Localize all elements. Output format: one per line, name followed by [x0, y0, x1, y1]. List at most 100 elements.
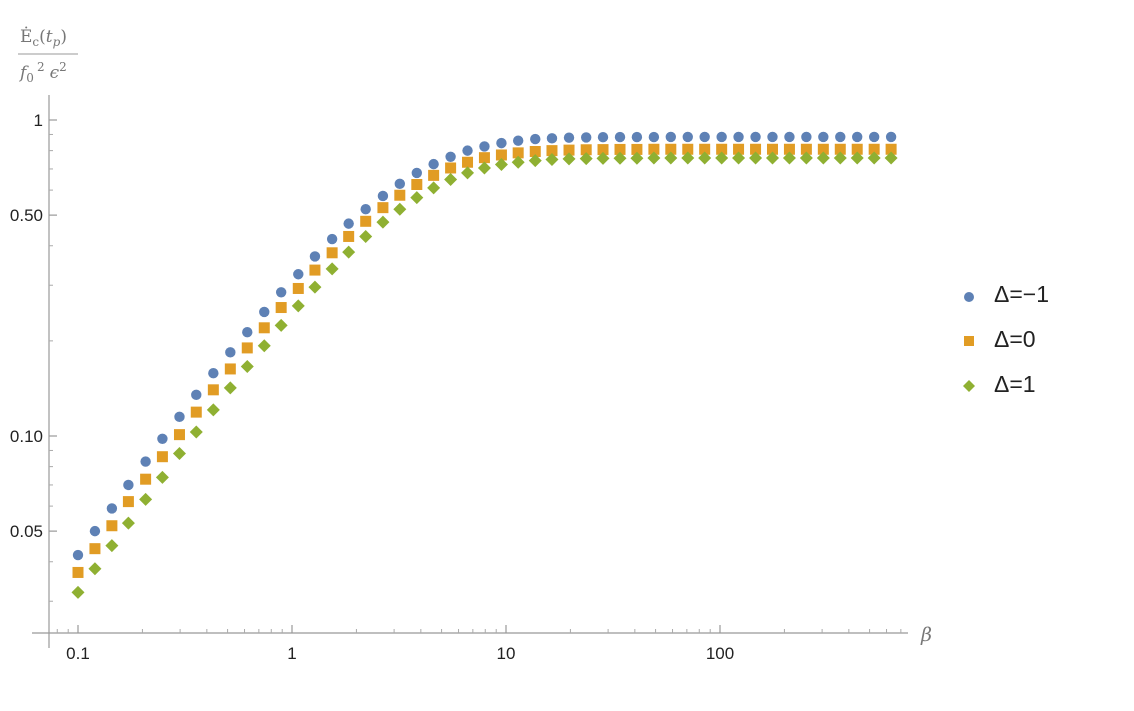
data-point-circle [885, 131, 897, 143]
y-tick-label: 0.05 [10, 522, 43, 541]
data-point-circle [614, 131, 626, 143]
legend: Δ=−1 Δ=0 Δ=1 [963, 281, 1049, 397]
data-point-square [207, 384, 219, 396]
data-point-circle [394, 178, 406, 190]
data-point-square [851, 143, 863, 155]
data-point-square [800, 143, 812, 155]
data-point-diamond [579, 152, 593, 166]
data-point-circle [225, 347, 236, 358]
data-point-circle [275, 287, 287, 298]
x-tick-label: 10 [497, 644, 516, 663]
data-point-diamond [139, 492, 153, 506]
data-point-diamond [732, 151, 746, 165]
data-point-square [614, 143, 626, 155]
legend-circle-marker [964, 292, 974, 302]
data-point-circle [123, 479, 134, 491]
x-minor-ticks [56, 629, 902, 633]
data-point-circle [665, 131, 677, 143]
legend-label: Δ=−1 [994, 281, 1049, 307]
series-diamond [71, 151, 898, 599]
data-point-square [868, 143, 880, 155]
data-point-circle [326, 233, 338, 245]
data-point-square [292, 282, 304, 294]
data-point-circle [631, 131, 643, 143]
data-point-circle [360, 204, 371, 215]
data-point-diamond [105, 539, 119, 553]
data-point-circle [242, 327, 253, 338]
data-point-circle [428, 158, 439, 170]
data-point-diamond [71, 585, 85, 599]
data-point-diamond [850, 151, 864, 165]
x-tick-label: 1 [287, 644, 296, 663]
data-point-square [750, 143, 762, 155]
legend-item-delta-minus-1: Δ=−1 [964, 281, 1049, 307]
y-tick-label: 0.50 [10, 206, 43, 225]
data-point-diamond [715, 151, 729, 165]
data-point-square [224, 363, 236, 375]
data-point-circle [784, 131, 795, 143]
data-point-diamond [749, 151, 763, 165]
legend-square-marker [964, 336, 974, 346]
x-tick-label: 0.1 [66, 644, 90, 663]
legend-diamond-marker [963, 380, 975, 392]
data-point-diamond [393, 202, 407, 216]
data-point-diamond [461, 166, 475, 180]
data-point-square [309, 264, 321, 276]
y-axis-label-denominator: f02 ϵ2 [18, 60, 67, 85]
data-point-diamond [494, 158, 508, 172]
data-point-diamond [189, 425, 203, 439]
series-square [72, 143, 897, 578]
data-point-diamond [274, 318, 288, 332]
data-point-square [665, 143, 677, 155]
y-minor-ticks [49, 133, 53, 602]
data-point-square [326, 247, 338, 259]
data-point-circle [174, 411, 185, 423]
data-point-circle [716, 131, 727, 143]
data-point-circle [546, 133, 558, 144]
y-major-ticks: 0.05 0.10 0.50 1 [10, 111, 57, 541]
data-point-diamond [647, 151, 661, 165]
data-point-square [682, 143, 694, 155]
data-point-square [106, 520, 118, 532]
data-point-square [597, 144, 609, 156]
data-point-diamond [782, 151, 796, 165]
data-point-square [156, 451, 168, 463]
data-point-square [360, 215, 372, 227]
legend-item-delta-0: Δ=0 [964, 326, 1036, 352]
data-point-square [140, 473, 152, 485]
data-point-diamond [359, 229, 373, 243]
data-point-square [817, 143, 829, 155]
data-point-circle [191, 389, 202, 401]
data-point-circle [750, 131, 761, 143]
data-point-circle [648, 131, 660, 143]
data-point-circle [157, 433, 168, 444]
data-point-diamond [342, 245, 356, 259]
data-point-diamond [308, 280, 322, 294]
data-point-diamond [88, 562, 102, 576]
data-point-square [648, 143, 660, 155]
data-point-diamond [427, 181, 441, 195]
data-points [71, 131, 898, 599]
data-point-square [89, 543, 101, 555]
data-point-circle [309, 251, 321, 262]
data-point-diamond [444, 173, 458, 187]
data-point-circle [767, 131, 778, 143]
data-point-diamond [477, 161, 491, 175]
data-point-square [512, 147, 524, 159]
data-point-diamond [155, 470, 169, 484]
y-tick-label: 0.10 [10, 427, 43, 446]
data-point-square [834, 143, 846, 155]
data-point-square [563, 144, 575, 156]
data-point-diamond [596, 151, 610, 165]
data-point-square [631, 143, 643, 155]
data-point-square [462, 156, 474, 168]
data-point-circle [682, 131, 693, 143]
data-point-square [495, 149, 507, 161]
data-point-diamond [172, 447, 186, 461]
data-point-diamond [613, 151, 627, 165]
data-point-diamond [799, 151, 813, 165]
data-point-circle [496, 137, 507, 149]
data-point-circle [106, 503, 118, 514]
data-point-square [258, 322, 270, 334]
